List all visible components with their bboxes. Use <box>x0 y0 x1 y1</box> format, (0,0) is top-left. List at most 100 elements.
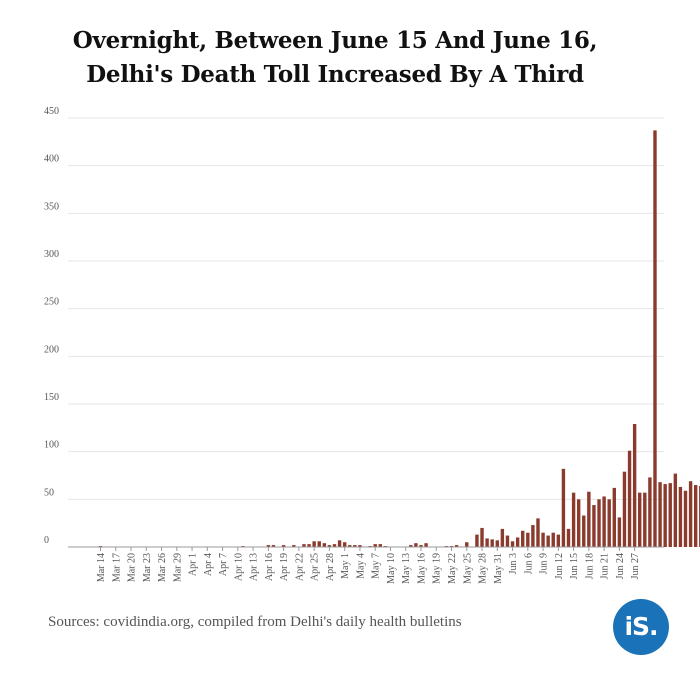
y-tick-label: 50 <box>44 487 54 498</box>
x-tick-label: Jun 12 <box>554 553 565 579</box>
bar <box>271 545 276 547</box>
bar <box>632 424 637 547</box>
x-tick-label: Apr 4 <box>203 553 214 576</box>
bar <box>658 482 662 547</box>
bar <box>648 477 652 547</box>
x-tick-label: Apr 16 <box>264 553 275 581</box>
bar <box>638 492 642 547</box>
x-tick-label: May 25 <box>462 553 473 584</box>
x-tick-label: Mar 26 <box>157 553 168 582</box>
brand-logo[interactable]: iS. <box>613 599 669 655</box>
x-tick-label: Apr 10 <box>233 553 244 581</box>
bar <box>556 534 561 547</box>
bar <box>485 538 489 547</box>
y-tick-label: 0 <box>44 535 49 546</box>
chart-title-line-2: Delhi's Death Toll Increased By A Third <box>86 61 584 88</box>
bar <box>673 473 678 547</box>
bar <box>281 545 286 547</box>
bar <box>348 545 352 547</box>
bar <box>576 499 581 547</box>
x-tick-label: May 1 <box>340 553 351 579</box>
x-tick-label: May 10 <box>386 553 397 584</box>
bar <box>592 505 596 547</box>
bar <box>322 543 327 547</box>
x-tick-label: May 7 <box>371 553 382 579</box>
bar <box>653 130 657 547</box>
bar <box>373 544 377 547</box>
bar <box>292 545 296 547</box>
bar <box>409 545 413 547</box>
bar <box>663 484 667 547</box>
bar <box>505 535 510 547</box>
x-tick-label: Mar 23 <box>142 553 153 582</box>
x-tick-label: May 31 <box>493 553 504 584</box>
x-axis-tick-labels: Mar 14 Mar 17 Mar 20 Mar 23 Mar 26 Mar 29 Apr … <box>96 547 641 584</box>
bar <box>342 542 347 547</box>
bar <box>582 515 586 547</box>
bar <box>678 486 683 547</box>
bar <box>490 539 494 547</box>
y-tick-label: 450 <box>44 106 59 117</box>
x-tick-label: Apr 7 <box>218 553 229 576</box>
bar <box>627 450 632 547</box>
bar <box>688 481 693 547</box>
x-tick-label: May 4 <box>355 553 366 579</box>
y-tick-label: 300 <box>44 249 59 260</box>
bar <box>424 543 428 547</box>
x-tick-label: Mar 20 <box>127 553 138 582</box>
x-tick-label: May 13 <box>401 553 412 584</box>
bar <box>561 468 566 547</box>
bar <box>312 541 316 547</box>
bar <box>465 542 469 547</box>
x-tick-label: Jun 9 <box>539 553 550 574</box>
chart-title-line-1: Overnight, Between June 15 And June 16, <box>72 27 598 54</box>
bar <box>500 528 505 547</box>
x-tick-label: May 22 <box>447 553 458 584</box>
y-tick-label: 250 <box>44 297 59 308</box>
y-axis-tick-labels: 0 50 100 150 200 250 300 350 400 450 <box>44 106 59 546</box>
bar <box>617 517 622 547</box>
bar-chart: 0 50 100 150 200 250 300 350 400 450 Mar 14 Mar 17… <box>44 106 700 584</box>
bar <box>602 496 606 547</box>
source-note: Sources: covidindia.org, compiled from D… <box>48 614 462 630</box>
x-tick-label: May 16 <box>416 553 427 584</box>
bar <box>454 545 459 547</box>
bar <box>607 499 611 547</box>
bar <box>551 532 555 547</box>
x-tick-label: Jun 24 <box>615 553 626 579</box>
x-tick-label: Mar 17 <box>111 553 122 582</box>
bar <box>566 528 571 547</box>
bar <box>531 525 535 547</box>
x-tick-label: Mar 29 <box>172 553 183 582</box>
x-tick-label: May 19 <box>432 553 443 584</box>
bar <box>307 544 311 547</box>
bar <box>475 534 479 547</box>
x-tick-label: Jun 15 <box>569 553 580 579</box>
bar <box>622 471 627 547</box>
x-tick-label: Apr 25 <box>310 553 321 581</box>
bar <box>419 545 423 547</box>
bar <box>587 491 591 547</box>
bar <box>546 535 550 547</box>
bar <box>643 492 647 547</box>
bar <box>526 532 530 547</box>
x-tick-label: Apr 22 <box>294 553 305 581</box>
bar <box>668 483 672 547</box>
x-tick-label: Mar 14 <box>96 553 107 582</box>
y-tick-label: 400 <box>44 154 59 165</box>
bar <box>358 545 362 547</box>
x-tick-label: Apr 1 <box>188 553 199 576</box>
x-tick-label: Jun 18 <box>584 553 595 579</box>
x-tick-label: Apr 28 <box>325 553 336 581</box>
chart-title: Overnight, Between June 15 And June 16, … <box>0 24 670 92</box>
bar <box>510 541 515 547</box>
grid-lines <box>68 117 664 500</box>
bar <box>521 530 525 547</box>
bar <box>515 537 520 547</box>
x-tick-label: May 28 <box>478 553 489 584</box>
x-tick-label: Jun 3 <box>508 553 519 574</box>
bar <box>317 541 321 547</box>
bar <box>337 540 342 547</box>
x-tick-label: Jun 27 <box>630 553 641 579</box>
x-tick-label: Apr 19 <box>279 553 290 581</box>
